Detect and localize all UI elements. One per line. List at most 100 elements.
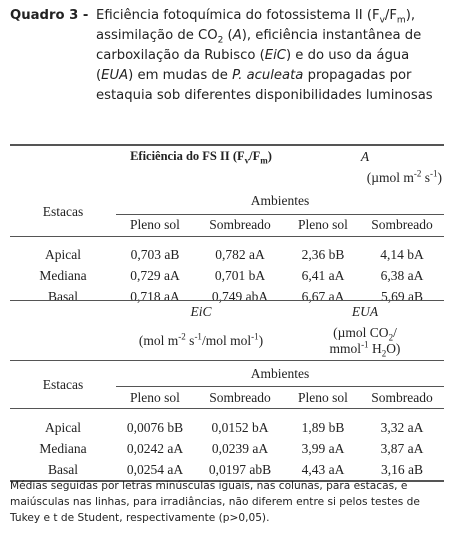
unit-part: -2 [413, 168, 422, 178]
unit-part: ) [437, 169, 443, 185]
cell: 6,41 aA [301, 268, 345, 283]
caption-part: /F [384, 8, 397, 23]
caption-part: ( [223, 28, 233, 43]
caption-part: P. aculeata [232, 68, 304, 83]
caption-part: ) e do uso da água ( [96, 48, 410, 83]
caption-part: ), eficiência instantânea de carboxilaçã… [96, 28, 422, 63]
caption-label: Quadro 3 - [10, 8, 89, 23]
table-row: Apical 0,703 aB 0,782 aA 2,36 bB 4,14 bA [10, 236, 444, 266]
table-row: Apical 0,0076 bB 0,0152 bA 1,89 bB 3,32 aA [10, 409, 444, 439]
unit: (µmol m-2 s-1) [286, 167, 444, 188]
unit-part: (mol m [138, 333, 179, 348]
cell: 3,87 aA [380, 440, 424, 456]
unit-part: O) [386, 341, 401, 356]
unit-part: -1 [194, 331, 202, 342]
caption-part: v [379, 15, 385, 26]
column-header: Sombreado [371, 217, 433, 232]
unit-part: (µmol CO [333, 325, 389, 340]
column-header: Pleno sol [130, 217, 180, 232]
row-label: Basal [48, 461, 78, 477]
caption-part: 2 [217, 35, 224, 46]
column-header: Pleno sol [298, 389, 348, 405]
caption-part: Eficiência fotoquímica do fotossistema I… [96, 8, 380, 23]
table-row: Mediana 0,729 aA 0,701 bA 6,41 aA 6,38 aA [10, 266, 444, 287]
cell: 3,99 aA [301, 440, 345, 456]
caption-part: ) em mudas de [128, 68, 233, 83]
cell: 0,0239 aA [211, 440, 269, 456]
group-header: A [360, 148, 370, 164]
caption: Quadro 3 - Eficiência fotoquímica do fot… [10, 6, 442, 106]
cell: 6,67 aA [301, 289, 345, 304]
unit-part: 2 [381, 348, 387, 359]
cell: 0,749 abA [211, 289, 269, 304]
group-header: EUA [351, 303, 379, 319]
column-header: Sombreado [209, 217, 271, 232]
row-label: Basal [48, 289, 78, 304]
unit-part: 2 [388, 332, 394, 343]
row-label: Mediana [39, 268, 87, 283]
cell: 0,701 bA [214, 268, 266, 283]
unit-part: -2 [178, 331, 186, 342]
cell: 0,782 aA [215, 247, 265, 262]
caption-part: propagadas por estaquia sob diferentes d… [96, 68, 433, 103]
unit-part: ) [258, 333, 264, 348]
cell: 0,0242 aA [126, 440, 184, 456]
cell: 5,69 aB [381, 289, 423, 304]
cell: 0,718 aA [130, 289, 180, 304]
group-header: EiC [190, 303, 212, 319]
column-header: Sombreado [209, 389, 271, 405]
cell: 1,89 bB [301, 419, 345, 435]
cell: 0,0152 bA [211, 419, 269, 435]
unit-part: (µmol m [366, 169, 414, 185]
cell: 2,36 bB [301, 247, 345, 262]
unit-part: -1 [430, 168, 438, 178]
cell: 4,43 aA [301, 461, 345, 477]
column-header: Pleno sol [130, 389, 180, 405]
unit-part: -1 [361, 339, 369, 350]
row-label: Apical [45, 419, 81, 435]
unit-part: s [185, 333, 195, 348]
unit-part: H [368, 341, 382, 356]
caption-part: A [232, 28, 242, 43]
caption-text: Eficiência fotoquímica do fotossistema I… [96, 6, 442, 106]
cell: 0,0254 aA [126, 461, 184, 477]
cell: 4,14 bA [380, 247, 424, 262]
table-row: Basal 0,718 aA 0,749 abA 6,67 aA 5,69 aB [10, 287, 444, 308]
cell: 0,703 aB [130, 247, 180, 262]
table-row: Basal 0,0254 aA 0,0197 abB 4,43 aA 3,16 aB [10, 459, 444, 481]
column-group: Ambientes [116, 188, 444, 215]
caption-part: EUA [101, 68, 129, 83]
header-part: /F [249, 149, 261, 163]
caption-part: ), assimilação de CO [96, 8, 416, 43]
row-header: Estacas [42, 376, 84, 392]
column-header: Pleno sol [298, 217, 348, 232]
unit-part: /mol mol [201, 333, 252, 348]
caption-part: m [396, 15, 406, 26]
cell: 3,32 aA [380, 419, 424, 435]
column-header: Sombreado [371, 389, 433, 405]
cell: 3,16 aB [381, 461, 423, 477]
header-part: m [260, 155, 268, 166]
unit-part: s [421, 169, 430, 185]
row-label: Mediana [39, 440, 87, 456]
footnote: Médias seguidas por letras minúsculas ig… [10, 480, 420, 524]
group-header: Eficiência do FS II (Fv/Fm) [116, 145, 286, 167]
table-section-1: Eficiência do FS II (Fv/Fm) A (µmol m-2 … [10, 144, 444, 308]
cell: 0,0197 abB [208, 461, 272, 477]
cell: 0,729 aA [130, 268, 180, 283]
row-header: Estacas [42, 203, 84, 219]
table-section-2: EiC EUA (mol m-2 s-1/mol mol-1) (µmol CO… [10, 300, 444, 482]
header-part: v [244, 155, 250, 166]
table-row: Mediana 0,0242 aA 0,0239 aA 3,99 aA 3,87 aA [10, 438, 444, 459]
unit-part: / [393, 325, 397, 340]
unit-part: -1 [251, 331, 259, 342]
column-group: Ambientes [116, 360, 444, 387]
unit: (µmol CO2/mmol-1 H2O) [286, 322, 444, 361]
caption-part: EiC [264, 48, 286, 63]
unit-part: mmol [329, 341, 362, 356]
cell: 0,0076 bB [126, 419, 184, 435]
cell: 6,38 aA [380, 268, 424, 283]
row-label: Apical [45, 247, 81, 262]
header-part: Eficiência do FS II (F [130, 149, 245, 163]
